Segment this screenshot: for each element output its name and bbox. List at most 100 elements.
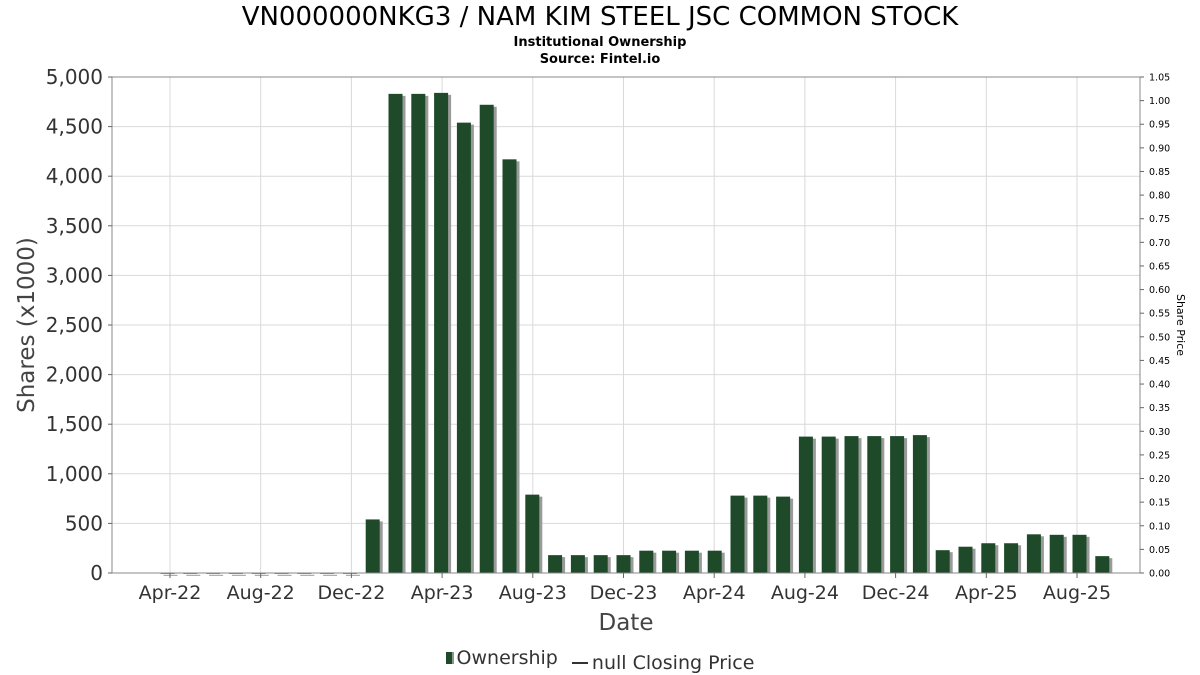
y-tick-label: 3,000 [46,263,103,287]
legend-item-price[interactable]: null Closing Price [570,652,755,674]
bar-shadow [277,574,292,576]
y2-tick-label: 0.65 [1149,261,1170,272]
x-tick-label: Apr-25 [955,582,1018,604]
y2-tick-label: 0.75 [1149,214,1170,225]
ownership-bar [1026,534,1041,573]
y-tick-label: 0 [90,561,103,585]
ownership-swatch-icon [445,652,454,664]
ownership-bar [707,550,722,573]
ownership-bar [1072,534,1087,573]
x-tick-label: Dec-22 [317,582,385,604]
chart-subtitle: Institutional Ownership [513,35,687,50]
ownership-bar [525,494,540,573]
price-line-swatch-icon [571,662,588,664]
ownership-bar [411,93,426,573]
y-tick-label: 5,000 [46,65,103,89]
y2-tick-label: 0.20 [1149,474,1170,485]
bar-shadow [209,574,224,576]
ownership-bar [958,546,973,573]
ownership-bar [981,543,996,573]
y2-axis-title: Share Price [1174,294,1187,356]
ownership-bar [570,555,585,573]
bar-shadow [186,574,201,576]
chart-title: VN000000NKG3 / NAM KIM STEEL JSC COMMON … [241,2,959,32]
y2-tick-label: 0.55 [1149,309,1170,320]
ownership-bar [730,495,745,573]
ownership-bar [684,550,699,573]
y2-tick-label: 0.15 [1149,498,1170,509]
ownership-bar [935,550,950,573]
x-tick-label: Dec-24 [862,582,930,604]
ownership-bar [890,436,905,573]
y2-tick-label: 0.25 [1149,450,1170,461]
x-axis-title: Date [599,610,654,636]
ownership-bar [798,436,813,573]
y2-tick-label: 0.60 [1149,285,1170,296]
ownership-bar [912,435,927,573]
ownership-bar [639,550,654,573]
y-tick-label: 2,500 [46,313,103,337]
y-tick-label: 500 [65,511,103,535]
y2-tick-label: 1.05 [1149,73,1170,84]
x-tick-label: Apr-23 [411,582,474,604]
y2-tick-label: 0.40 [1149,380,1170,391]
y2-tick-label: 0.85 [1149,167,1170,178]
y-tick-label: 1,500 [46,412,103,436]
ownership-bar [434,92,449,573]
y2-tick-label: 0.50 [1149,332,1170,343]
ownership-bar [388,93,403,573]
y-tick-label: 4,000 [46,164,103,188]
chart-source: Source: Fintel.io [539,52,661,67]
y2-tick-label: 0.45 [1149,356,1170,367]
ownership-bar [821,436,836,573]
y2-tick-label: 0.10 [1149,521,1170,532]
y2-tick-label: 1.00 [1149,96,1170,107]
ownership-bar [502,159,517,573]
x-tick-label: Aug-25 [1043,582,1111,604]
bars [160,92,1113,576]
legend-price-label: null Closing Price [591,652,755,674]
y2-tick-label: 0.70 [1149,238,1170,249]
grid-lines [112,76,1140,574]
y-tick-label: 2,000 [46,363,103,387]
y2-tick-label: 0.95 [1149,120,1170,131]
ownership-bar [776,496,791,573]
y2-tick-label: 0.30 [1149,427,1170,438]
y-tick-label: 4,500 [46,115,103,139]
ownership-bar [1049,534,1064,573]
y2-tick-label: 0.90 [1149,143,1170,154]
legend-item-ownership[interactable]: Ownership [445,647,558,669]
x-tick-label: Apr-24 [683,582,746,604]
y-tick-label: 1,000 [46,462,103,486]
legend-ownership-label: Ownership [456,647,558,669]
legend: Ownership null Closing Price [0,647,1200,674]
ownership-bar [548,555,563,573]
x-tick-label: Apr-22 [139,582,202,604]
ownership-bar [593,555,608,573]
ownership-bar [479,104,494,573]
ownership-bar [753,495,768,573]
y2-tick-label: 0.00 [1149,569,1170,580]
y2-tick-label: 0.35 [1149,403,1170,414]
y-tick-label: 3,500 [46,214,103,238]
ownership-bar [1095,556,1110,573]
x-tick-label: Dec-23 [590,582,658,604]
y-axis-title: Shares (x1000) [14,237,40,413]
y-axis-left: 0 500 1,000 1,500 2,000 2,500 3,000 3,500 4,000 4… [46,65,112,585]
x-tick-label: Aug-24 [771,582,839,604]
ownership-bar [365,519,380,573]
bar-shadow [300,574,315,576]
y-axis-right: 0.00 0.05 0.10 0.15 0.20 0.25 0.30 0.35 0.40 0.45… [1140,73,1170,580]
ownership-bar [867,436,882,573]
ownership-bar [1004,543,1019,573]
x-tick-label: Aug-23 [499,582,567,604]
bar-shadow [254,574,269,576]
x-tick-label: Aug-22 [227,582,295,604]
ownership-bar [456,122,471,573]
ownership-bar [616,555,631,573]
ownership-bar [844,436,859,573]
bar-shadow [345,574,360,576]
bar-shadow [231,574,246,576]
y2-tick-label: 0.05 [1149,545,1170,556]
